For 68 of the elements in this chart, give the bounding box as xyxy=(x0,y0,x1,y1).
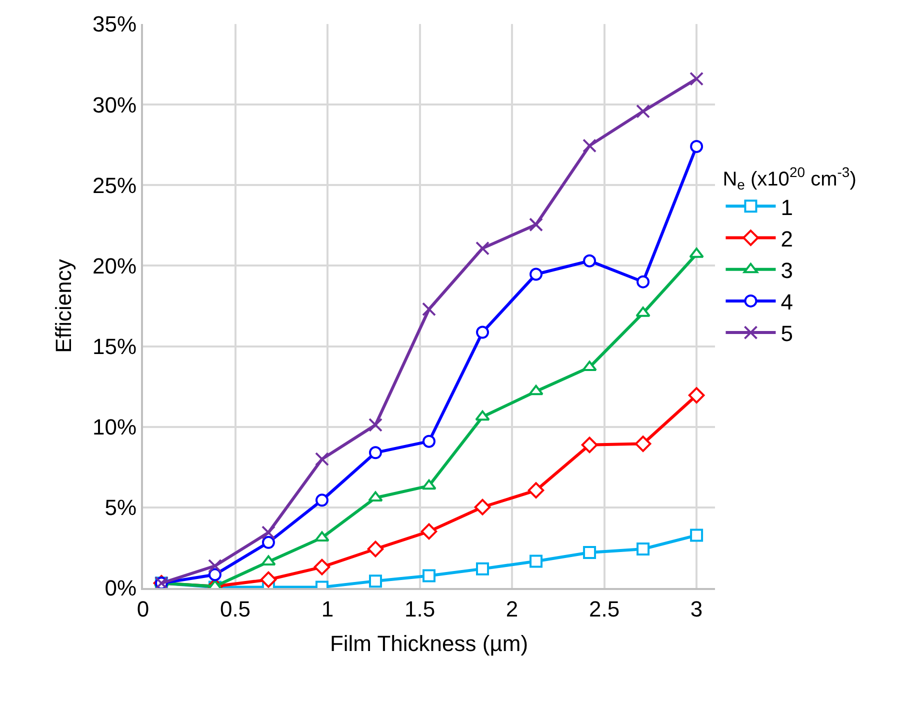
y-tick-label: 25% xyxy=(92,172,137,198)
x-tick-label: 1.5 xyxy=(404,596,436,622)
point xyxy=(314,558,330,576)
point xyxy=(262,536,275,549)
point xyxy=(314,531,330,542)
point xyxy=(530,268,543,281)
point xyxy=(315,494,328,507)
legend-label: 4 xyxy=(780,290,793,315)
y-tick-label: 30% xyxy=(92,92,137,118)
point xyxy=(208,558,222,573)
point xyxy=(474,498,491,516)
point xyxy=(583,546,596,560)
point xyxy=(636,542,650,556)
point xyxy=(261,526,276,540)
point xyxy=(582,360,597,371)
x-tick-label: 2 xyxy=(506,596,518,622)
point xyxy=(476,241,490,256)
point xyxy=(582,138,597,153)
point xyxy=(690,140,704,153)
x-tick-label: 0 xyxy=(136,596,150,622)
y-tick-label: 20% xyxy=(92,253,137,278)
x-tick-label: 1 xyxy=(321,596,334,622)
legend-label: 2 xyxy=(780,226,793,252)
legend-label: 5 xyxy=(780,321,793,346)
point xyxy=(422,479,436,490)
point xyxy=(368,418,382,432)
point xyxy=(581,436,598,454)
point xyxy=(422,302,436,316)
point xyxy=(367,540,384,558)
y-axis-title: Efficiency xyxy=(50,259,76,353)
point xyxy=(689,248,704,258)
point xyxy=(634,436,652,452)
x-tick-label: 2.5 xyxy=(588,596,620,622)
y-tick-label: 10% xyxy=(92,414,137,440)
y-tick-label: 15% xyxy=(92,334,137,359)
legend-label: 1 xyxy=(780,194,793,220)
point xyxy=(636,306,650,317)
point xyxy=(690,528,704,542)
point xyxy=(636,104,650,118)
point xyxy=(420,523,438,540)
point xyxy=(476,562,490,576)
y-tick-label: 35% xyxy=(92,12,137,37)
y-tick-label: 0% xyxy=(104,576,137,601)
point xyxy=(529,218,544,232)
x-tick-label: 3 xyxy=(690,596,703,622)
point xyxy=(688,387,705,404)
point xyxy=(475,410,490,421)
x-tick-label: 0.5 xyxy=(220,596,251,622)
point xyxy=(528,384,544,396)
point xyxy=(208,568,222,582)
point xyxy=(583,254,596,268)
point xyxy=(530,554,543,568)
point xyxy=(422,569,436,582)
x-axis-title: Film Thickness (µm) xyxy=(330,630,528,656)
point xyxy=(368,574,382,588)
legend-title: N$_{e}$ (x10$^{20}$ cm$^{-3}$) xyxy=(722,164,856,193)
point xyxy=(476,326,490,339)
point xyxy=(261,555,276,566)
point xyxy=(368,446,382,460)
point xyxy=(368,491,383,502)
point xyxy=(260,571,277,588)
legend-label: 3 xyxy=(780,258,793,283)
point xyxy=(636,275,650,288)
point xyxy=(422,434,436,448)
point xyxy=(690,72,704,86)
point xyxy=(314,452,329,466)
point xyxy=(528,482,544,498)
y-tick-label: 5% xyxy=(104,495,137,520)
